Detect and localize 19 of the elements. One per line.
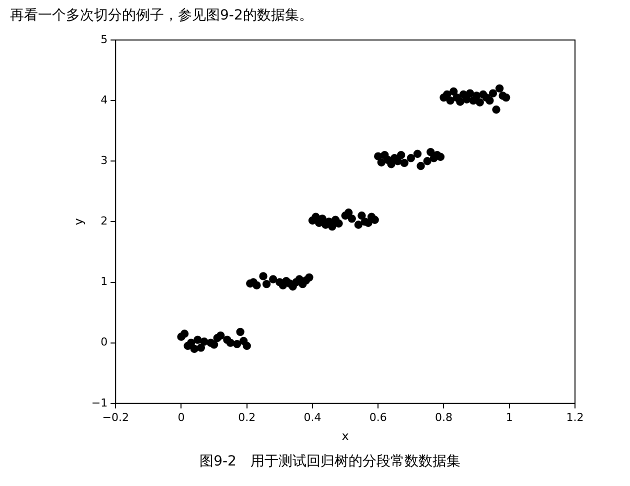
x-tick-label: 0.8: [434, 410, 452, 424]
x-tick-label: 0.4: [304, 410, 322, 424]
text: 再看一个多次切分的例子，参见图9-2的数据集。: [10, 8, 313, 24]
x-tick-label: 0: [178, 410, 185, 424]
y-tick-label: 0: [100, 336, 108, 349]
y-axis-title: y: [71, 218, 86, 226]
y-tick-label: −1: [91, 396, 108, 410]
y-tick-label: 2: [100, 214, 108, 228]
x-tick-label: −0.2: [102, 410, 129, 424]
caption: 图9-2 用于测试回归树的分段常数数据集: [200, 454, 460, 470]
x-tick-label: 0.2: [238, 410, 256, 424]
x-tick-label: 1: [506, 410, 513, 424]
y-tick-label: 3: [100, 154, 108, 167]
x-tick-label: 0.6: [369, 410, 387, 424]
y-tick-label: 4: [100, 93, 108, 106]
y-tick-label: 1: [100, 275, 108, 288]
x-axis-title: x: [342, 428, 349, 443]
y-tick-label: 5: [100, 32, 108, 46]
x-tick-label: 1.2: [566, 410, 584, 424]
